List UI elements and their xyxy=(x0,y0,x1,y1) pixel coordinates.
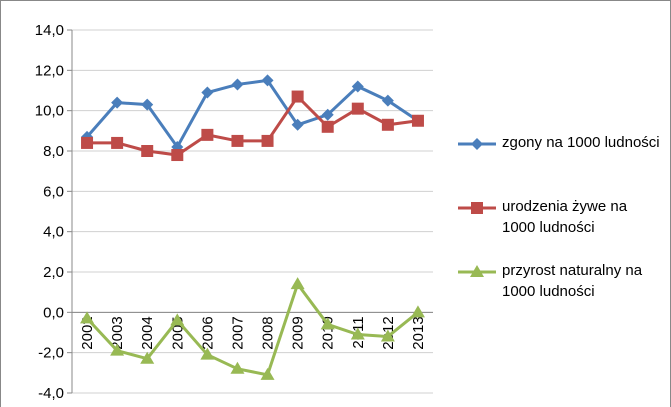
x-tick-label: 2006 xyxy=(199,316,216,349)
marker xyxy=(261,134,274,147)
y-tick-label: 8,0 xyxy=(43,143,64,160)
marker xyxy=(141,145,154,157)
marker xyxy=(351,102,364,115)
marker xyxy=(171,149,184,162)
marker xyxy=(231,78,244,91)
y-tick-label: 12,0 xyxy=(35,62,64,79)
marker xyxy=(170,313,185,326)
marker xyxy=(201,128,214,141)
marker xyxy=(321,120,334,133)
marker xyxy=(231,134,244,147)
marker xyxy=(201,86,214,99)
marker xyxy=(110,343,125,356)
x-tick-label: 2003 xyxy=(109,316,126,349)
legend-label: zgony na 1000 ludności xyxy=(502,134,660,151)
y-tick-label: 10,0 xyxy=(35,103,64,120)
marker xyxy=(410,305,425,318)
marker xyxy=(290,277,305,290)
marker xyxy=(320,317,335,330)
marker xyxy=(380,329,395,342)
y-tick-label: -2,0 xyxy=(38,345,64,362)
marker xyxy=(111,136,124,149)
y-tick-label: 14,0 xyxy=(35,22,64,39)
y-tick-label: 6,0 xyxy=(43,183,64,200)
marker xyxy=(351,80,364,93)
legend-marker xyxy=(471,138,483,150)
marker xyxy=(81,136,94,149)
x-tick-label: 2009 xyxy=(290,316,307,349)
marker xyxy=(260,367,275,380)
marker xyxy=(411,114,424,127)
x-tick-label: 2013 xyxy=(410,316,427,349)
marker xyxy=(111,96,124,109)
marker xyxy=(321,108,334,121)
marker xyxy=(291,90,304,103)
marker xyxy=(80,311,95,324)
y-tick-label: 4,0 xyxy=(43,224,64,241)
legend-marker xyxy=(470,265,484,277)
series-line xyxy=(85,280,419,377)
x-tick-label: 2008 xyxy=(260,316,277,349)
marker xyxy=(381,118,394,131)
legend-marker xyxy=(471,202,483,214)
x-tick-label: 2007 xyxy=(229,316,246,349)
marker xyxy=(350,327,365,340)
y-tick-label: 2,0 xyxy=(43,264,64,281)
marker xyxy=(261,74,274,87)
legend-label: przyrost naturalny na 1000 ludności xyxy=(502,262,643,300)
marker xyxy=(200,347,215,360)
x-tick-label: 2004 xyxy=(139,316,156,349)
marker xyxy=(141,98,154,111)
y-tick-label: -4,0 xyxy=(38,385,64,402)
marker xyxy=(291,118,304,131)
y-tick-label: 0,0 xyxy=(43,304,64,321)
legend-label: urodzenia żywe na 1000 ludności xyxy=(502,198,628,236)
marker xyxy=(230,361,245,374)
marker xyxy=(140,351,155,364)
marker xyxy=(381,94,394,107)
